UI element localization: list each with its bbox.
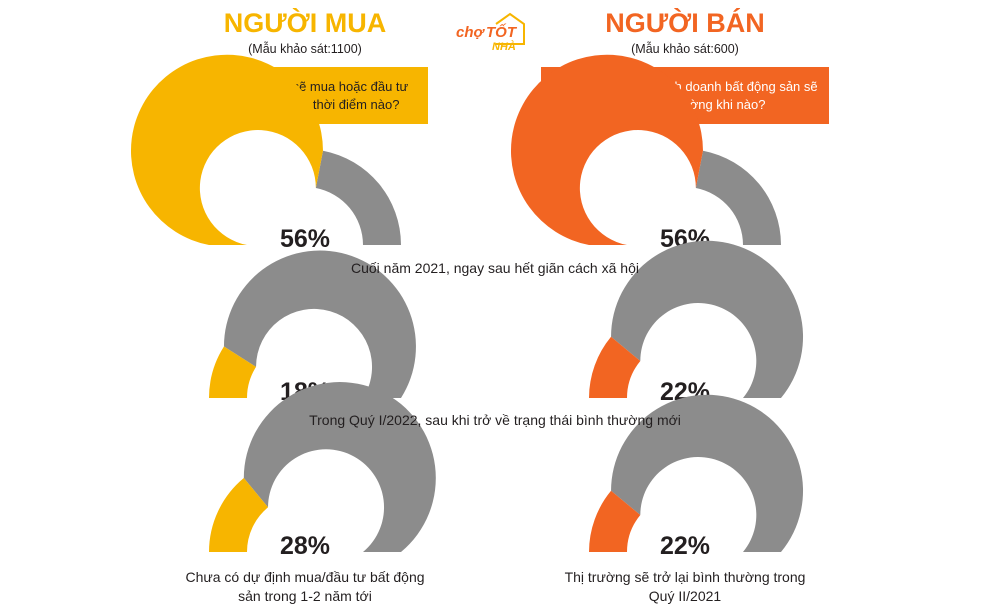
buyer-gauge-3-remaining-arc xyxy=(243,382,436,552)
seller-gauge-3-value-label: 22% xyxy=(660,532,710,560)
buyer-gauge-1: 56% xyxy=(130,54,401,253)
buyer-gauge-3-value-label: 28% xyxy=(280,532,330,560)
chotot-nha-logo: chợ TỐT NHÀ xyxy=(452,10,538,56)
buyer-title: NGƯỜI MUA xyxy=(223,8,387,38)
buyer-gauge-3: 28% xyxy=(209,382,436,560)
buyer-gauge-2-remaining-arc xyxy=(223,250,416,398)
logo-house-icon: chợ TỐT NHÀ xyxy=(456,12,525,53)
logo-text-cho: chợ xyxy=(456,24,486,41)
row3-buyer-label: Chưa có dự định mua/đầu tư bất động sản … xyxy=(185,569,425,604)
seller-gauge-2-remaining-arc xyxy=(611,240,804,398)
logo-text-nha: NHÀ xyxy=(492,40,516,53)
buyer-gauge-1-value-label: 56% xyxy=(280,225,330,253)
logo-text-tot: TỐT xyxy=(486,23,518,41)
buyer-gauge-1-remaining-arc xyxy=(315,150,401,245)
seller-title: NGƯỜI BÁN xyxy=(605,8,765,38)
seller-gauge-3-value-arc xyxy=(589,490,641,552)
seller-gauge-2-value-arc xyxy=(589,336,641,398)
seller-sample-size: (Mẫu khảo sát:600) xyxy=(631,42,739,56)
buyer-gauge-2-value-arc xyxy=(209,346,257,398)
row2-label: Trong Quý I/2022, sau khi trở về trạng t… xyxy=(309,412,681,428)
seller-gauge-2: 22% xyxy=(589,240,804,406)
buyer-gauge-3-value-arc xyxy=(209,478,269,552)
buyer-gauge-1-value-arc xyxy=(130,54,323,245)
buyer-sample-size: (Mẫu khảo sát:1100) xyxy=(248,42,362,56)
seller-gauge-1-remaining-arc xyxy=(695,150,781,245)
seller-gauge-1: 56% xyxy=(510,54,781,253)
seller-gauge-3: 22% xyxy=(589,394,804,560)
seller-gauge-3-remaining-arc xyxy=(611,394,804,552)
row3-seller-label: Thị trường sẽ trở lại bình thường trong … xyxy=(564,569,806,604)
seller-gauge-1-value-arc xyxy=(510,54,703,245)
row1-label: Cuối năm 2021, ngay sau hết giãn cách xã… xyxy=(351,260,639,276)
